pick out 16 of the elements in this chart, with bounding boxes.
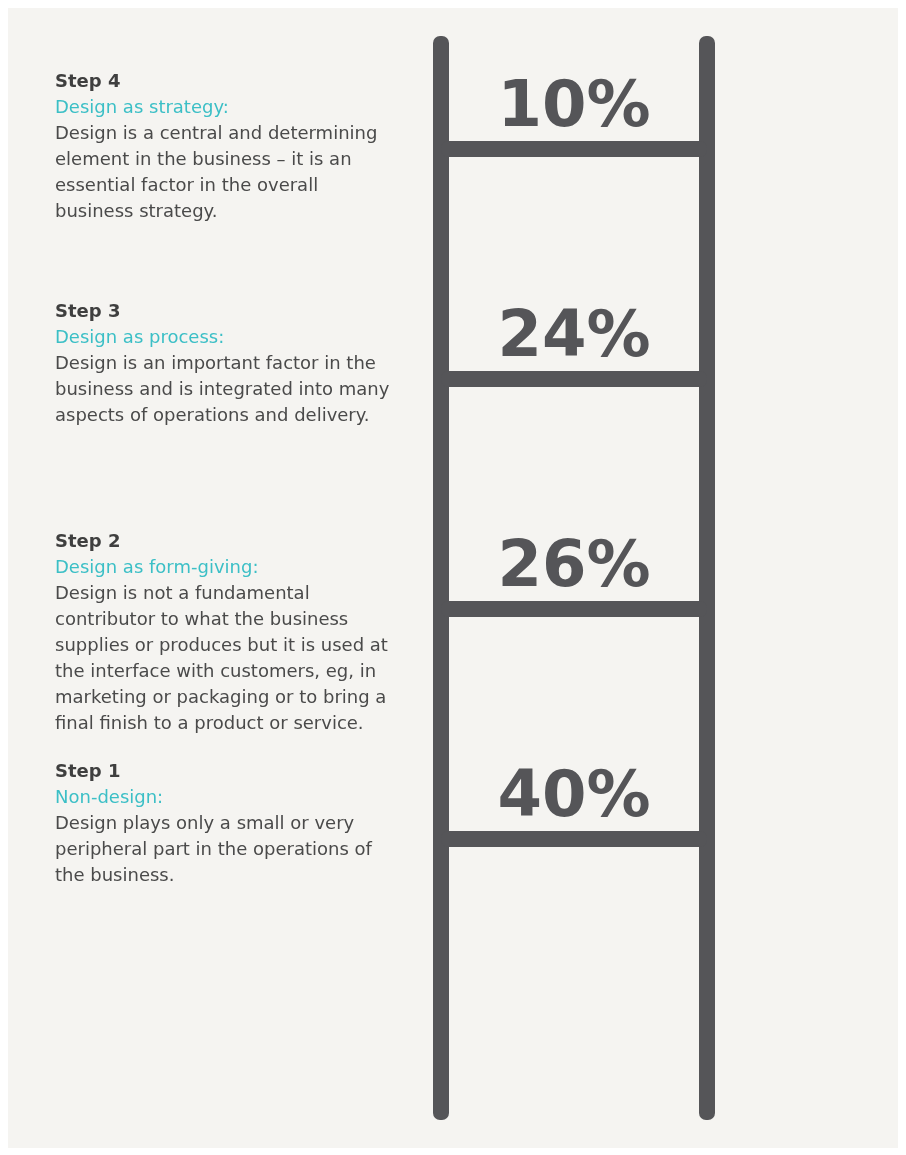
- text: Design is not a fundamental contributor to what the business supplies or produces but it is used at the interface with customers, eg, in marketing or packaging or to bring a final finish to a product or service.: [55, 581, 389, 735]
- category-label: Step 2: [55, 529, 122, 553]
- text: Non-design:: [55, 785, 165, 809]
- category-label: Step 1: [55, 759, 122, 783]
- data-label: 26%: [497, 527, 651, 601]
- data-label: 40%: [497, 757, 651, 831]
- text: Design is an important factor in the business and is integrated into many aspects of operations and delivery.: [55, 351, 391, 427]
- text: Design plays only a small or very peripheral part in the operations of the business.: [55, 811, 374, 887]
- category-label: Step 3: [55, 299, 122, 323]
- text: Design is a central and determining element in the business – it is an essential factor in the overall business strategy.: [55, 121, 379, 223]
- data-label: 10%: [497, 67, 651, 141]
- text: Design as process:: [55, 325, 226, 349]
- text: Design as form-giving:: [55, 555, 260, 579]
- category-label: Step 4: [55, 69, 122, 93]
- data-label: 24%: [497, 297, 651, 371]
- text: Design as strategy:: [55, 95, 230, 119]
